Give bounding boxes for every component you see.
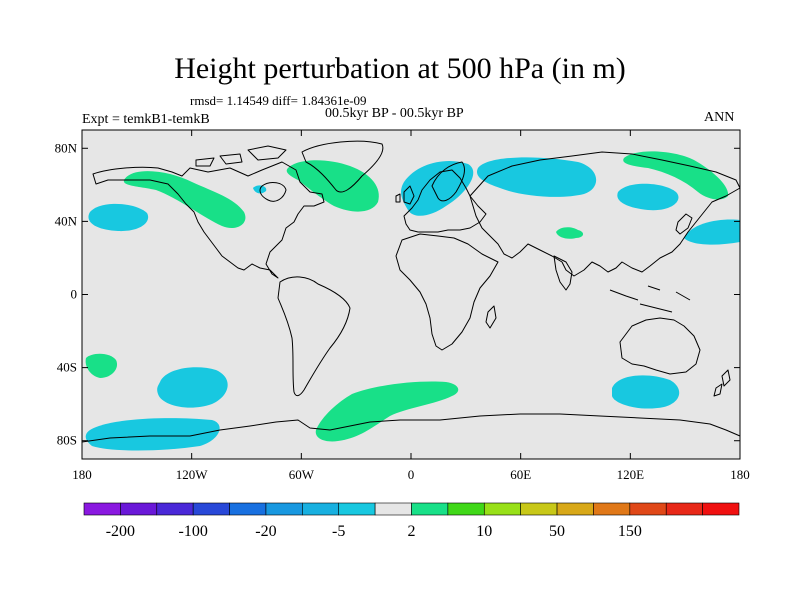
colorbar-swatch — [265, 502, 303, 516]
colorbar-label: -5 — [332, 523, 345, 540]
negative-anomaly-region — [612, 375, 680, 409]
colorbar-swatch — [120, 502, 158, 516]
negative-anomaly-region — [476, 157, 597, 197]
coastline-scandinavia — [431, 161, 465, 202]
axis-ticks: 80N 40N 0 40S 80S 180 120W 60W 0 60E 120E 180 — [55, 130, 750, 482]
colorbar-label: 10 — [476, 523, 492, 540]
colorbar-swatch — [483, 502, 521, 516]
colorbar-label: -200 — [106, 523, 135, 540]
lat-tick-label: 40N — [55, 213, 78, 228]
colorbar-swatch — [83, 502, 121, 516]
colorbar-swatch — [702, 502, 740, 516]
colorbar-swatch — [302, 502, 340, 516]
coastline-europe — [403, 169, 487, 233]
coastlines — [81, 140, 741, 443]
rmsd-stats-label: rmsd= 1.14549 diff= 1.84361e-09 — [190, 93, 367, 108]
coastline-india — [553, 255, 573, 291]
coastline-hudson-bay — [259, 182, 287, 202]
colorbar-swatch — [520, 502, 558, 516]
season-label: ANN — [704, 110, 735, 125]
colorbar-swatch — [447, 502, 485, 516]
coastline-north-america — [92, 161, 325, 279]
coastline-madagascar — [485, 305, 497, 329]
lon-tick-label: 120E — [617, 467, 645, 482]
coastline-british-isles — [395, 185, 415, 205]
negative-anomaly-region — [157, 367, 228, 408]
positive-anomaly-region — [556, 227, 584, 239]
positive-anomaly-region — [123, 171, 246, 229]
period-subtitle: 00.5kyr BP - 00.5kyr BP — [325, 106, 464, 121]
colorbar-swatch — [665, 502, 703, 516]
coastline-japan — [675, 213, 693, 235]
negative-anomaly-region — [88, 203, 149, 232]
experiment-label: Expt = temkB1-temkB — [82, 112, 210, 127]
coastline-asia — [469, 151, 741, 277]
colorbar-swatch — [156, 502, 194, 516]
colorbar-label: 2 — [408, 523, 416, 540]
coastline-south-america — [277, 276, 351, 397]
coastline-antarctica — [81, 413, 741, 443]
colorbar-label: -20 — [255, 523, 276, 540]
map-area — [81, 129, 741, 460]
colorbar-swatch — [629, 502, 667, 516]
lon-tick-label: 180 — [730, 467, 750, 482]
colorbar-swatch — [593, 502, 631, 516]
colorbar-label: 150 — [618, 523, 642, 540]
lat-tick-label: 80N — [55, 140, 78, 155]
lon-tick-label: 120W — [176, 467, 209, 482]
lon-tick-label: 0 — [408, 467, 415, 482]
coastline-australia — [619, 317, 701, 375]
colorbar-swatch — [338, 502, 376, 516]
colorbar-label: -100 — [179, 523, 208, 540]
negative-anomaly-region — [617, 183, 679, 211]
positive-anomaly-region — [85, 353, 118, 378]
coastline-greenland — [301, 140, 384, 193]
colorbar-label: 50 — [549, 523, 565, 540]
lat-tick-label: 80S — [57, 433, 77, 448]
lat-tick-label: 0 — [71, 287, 78, 302]
negative-anomaly-region — [684, 219, 740, 245]
coastline-indonesia — [609, 285, 691, 313]
colorbar: -200 -100 -20 -5 2 10 50 150 — [83, 502, 740, 540]
negative-anomaly-region — [85, 418, 220, 451]
coastline-arctic-islands — [195, 145, 287, 167]
chart-title: Height perturbation at 500 hPa (in m) — [174, 52, 626, 85]
colorbar-swatch — [556, 502, 594, 516]
colorbar-swatch — [374, 502, 412, 516]
lat-tick-label: 40S — [57, 360, 77, 375]
colorbar-swatch — [192, 502, 230, 516]
coastline-new-zealand — [713, 369, 731, 397]
lon-tick-label: 60E — [510, 467, 531, 482]
positive-anomaly-region — [623, 151, 729, 200]
anomaly-fills — [85, 151, 740, 451]
negative-anomaly-region — [401, 161, 474, 216]
colorbar-swatch — [411, 502, 449, 516]
lon-tick-label: 60W — [289, 467, 315, 482]
positive-anomaly-region — [315, 381, 459, 442]
colorbar-swatch — [229, 502, 267, 516]
lon-tick-label: 180 — [72, 467, 92, 482]
coastline-africa — [395, 233, 499, 351]
